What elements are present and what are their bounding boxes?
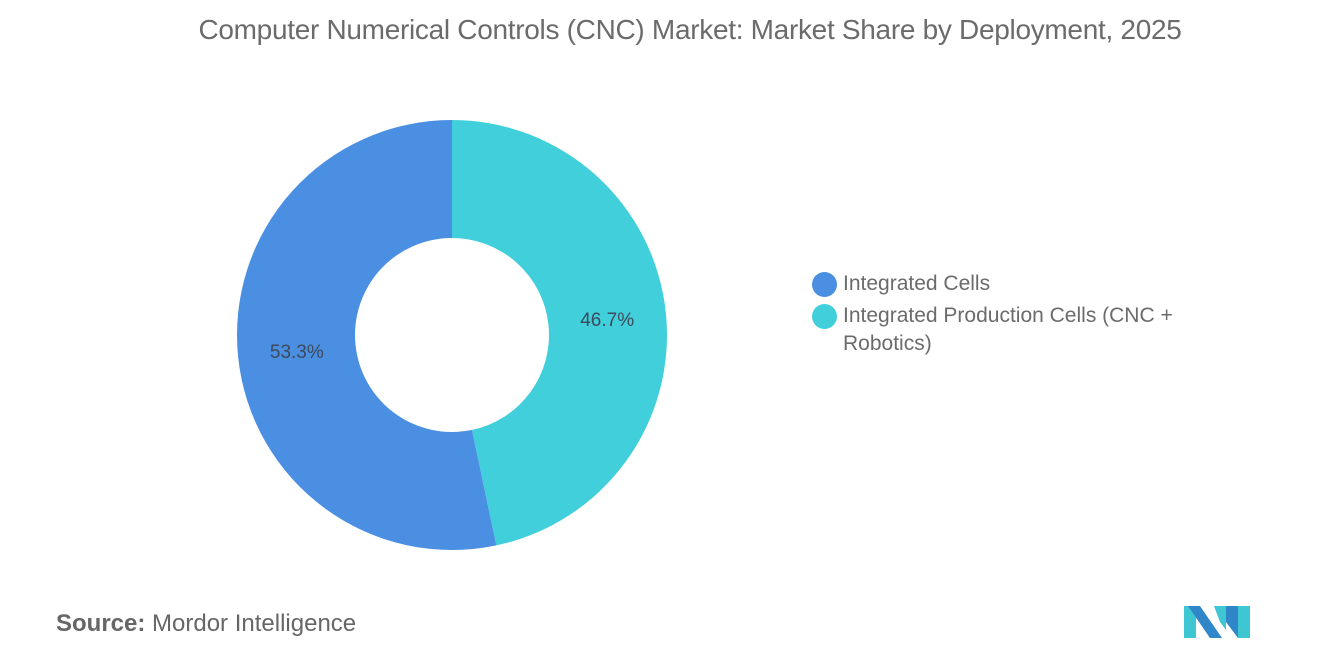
slice-percent-label: 53.3%: [270, 342, 324, 363]
source-value: Mordor Intelligence: [152, 610, 357, 637]
legend: Integrated Cells Integrated Production C…: [812, 270, 1232, 362]
legend-swatch-circle-icon: [812, 272, 837, 297]
donut-slice-integrated-cells[interactable]: [236, 120, 497, 550]
donut-slices: [236, 120, 667, 550]
source-note: Source: Mordor Intelligence: [56, 610, 356, 638]
legend-item-integrated-cells[interactable]: Integrated Cells: [812, 270, 1232, 298]
legend-item-integrated-production-cells[interactable]: Integrated Production Cells (CNC + Robot…: [812, 302, 1232, 358]
donut-slice-integrated-production-cells-cnc-robotics[interactable]: [452, 120, 667, 546]
legend-label: Integrated Production Cells (CNC + Robot…: [843, 304, 1173, 355]
chart-title: Computer Numerical Controls (CNC) Market…: [198, 14, 1182, 45]
source-key: Source:: [56, 610, 146, 637]
legend-swatch-circle-icon: [812, 304, 837, 329]
legend-label: Integrated Cells: [843, 272, 991, 295]
mordor-intelligence-logo-icon: [1184, 606, 1250, 638]
slice-percent-label: 46.7%: [580, 310, 634, 331]
donut-slice-labels: 46.7% 53.3%: [270, 310, 634, 363]
